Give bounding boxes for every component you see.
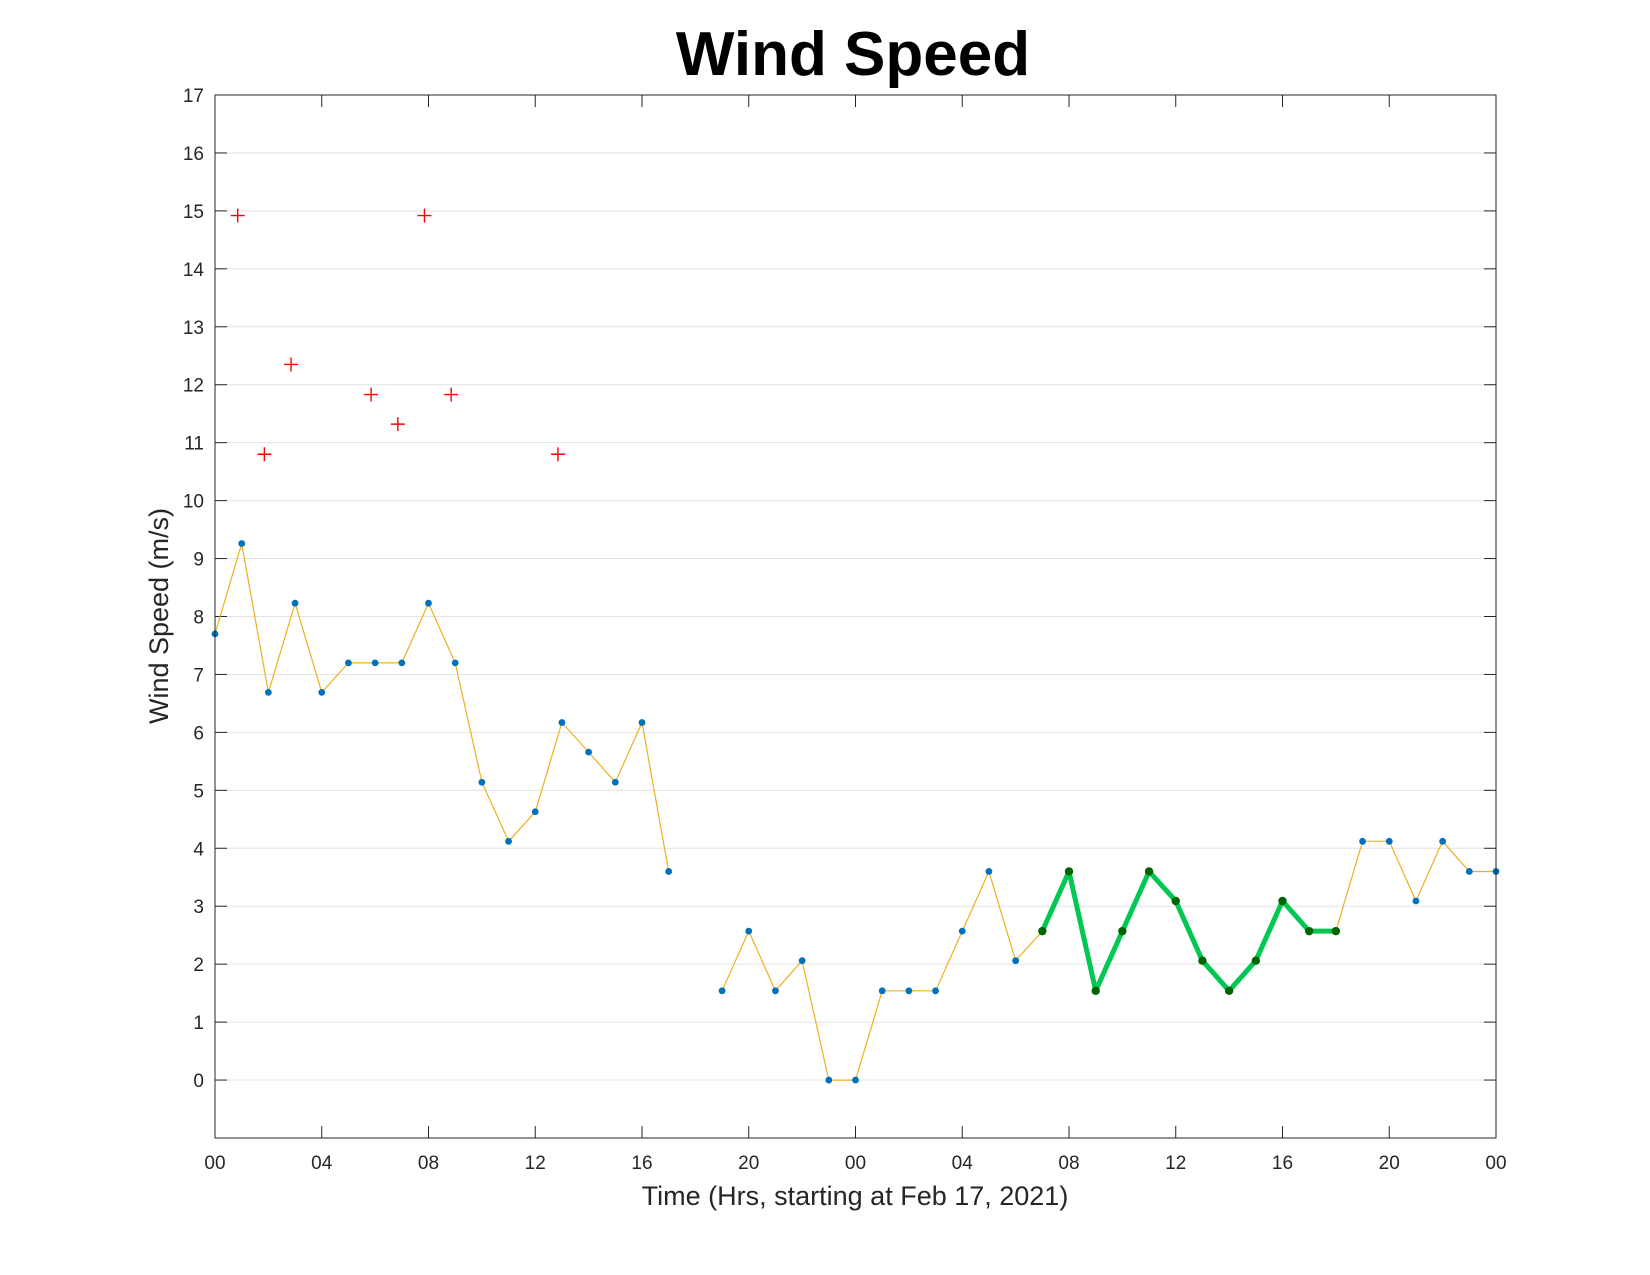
wind-speed-point (1359, 837, 1366, 845)
x-tick-label: 12 (525, 1153, 546, 1174)
gust-marker (257, 447, 272, 462)
wind-speed-point (638, 719, 646, 726)
wind-speed-point (291, 599, 299, 607)
wind-speed-point (1385, 837, 1393, 845)
y-tick-label: 14 (183, 260, 205, 281)
wind-speed-point (558, 719, 566, 726)
y-axis-label: Wind Speed (m/s) (144, 508, 174, 724)
y-tick-label: 15 (183, 202, 204, 223)
highlighted-segment-point (1038, 926, 1047, 936)
highlighted-segment-point (1251, 956, 1261, 965)
x-axis-label: Time (Hrs, starting at Feb 17, 2021) (642, 1181, 1069, 1211)
wind-speed-point (718, 987, 726, 995)
gust-marker (284, 357, 299, 372)
gust-marker (550, 447, 565, 462)
x-tick-label: 04 (952, 1153, 974, 1174)
gust-marker (390, 417, 405, 432)
y-tick-label: 4 (193, 839, 204, 860)
wind-speed-point (1412, 897, 1420, 905)
highlighted-segment-point (1304, 926, 1314, 936)
x-tick-label: 00 (1485, 1153, 1506, 1174)
gust-marker (364, 387, 379, 402)
wind-speed-point (905, 987, 913, 995)
wind-speed-point (531, 808, 539, 816)
y-tick-label: 1 (193, 1013, 204, 1034)
wind-speed-point (505, 837, 512, 845)
highlighted-segment-point (1144, 867, 1154, 876)
wind-speed-point (451, 659, 459, 667)
x-tick-label: 16 (1272, 1153, 1293, 1174)
highlighted-segment-point (1171, 896, 1180, 906)
y-tick-label: 8 (193, 608, 204, 629)
highlighted-segment-point (1198, 956, 1207, 965)
wind-speed-point (371, 659, 379, 667)
wind-speed-point (745, 927, 753, 935)
y-tick-label: 11 (184, 434, 204, 455)
plot-frame (214, 94, 1497, 1139)
wind-speed-point (1439, 837, 1447, 845)
highlighted-segment-line (1039, 869, 1339, 994)
wind-speed-point (665, 868, 673, 875)
wind-speed-point (1012, 957, 1020, 965)
y-tick-label: 5 (193, 781, 204, 802)
y-tick-label: 0 (193, 1071, 204, 1092)
highlighted-segment-point (1278, 896, 1287, 906)
wind-speed-point (798, 957, 806, 965)
y-tick-label: 17 (183, 86, 204, 107)
wind-speed-point (825, 1076, 833, 1084)
y-tick-label: 6 (193, 723, 204, 744)
wind-speed-point (878, 987, 886, 995)
wind-speed-point (932, 987, 939, 995)
x-tick-label: 04 (311, 1153, 333, 1174)
x-tick-label: 20 (1379, 1153, 1400, 1174)
wind-speed-point (585, 748, 593, 756)
y-tick-label: 16 (183, 144, 204, 165)
x-tick-label: 00 (204, 1153, 225, 1174)
highlighted-segment-point (1331, 926, 1341, 936)
y-tick-label: 10 (183, 492, 204, 513)
wind-speed-point (264, 689, 272, 696)
wind-speed-point (345, 659, 352, 667)
grid-lines (215, 94, 1496, 1081)
wind-speed-point (425, 599, 432, 607)
x-tick-label: 20 (738, 1153, 759, 1174)
y-tick-label: 13 (183, 318, 204, 339)
x-tick-label: 08 (418, 1153, 439, 1174)
highlighted-segment-point (1064, 867, 1074, 876)
x-tick-label: 12 (1165, 1153, 1186, 1174)
y-tick-label: 2 (193, 955, 204, 976)
wind-speed-point (611, 778, 619, 786)
wind-speed-point (318, 689, 326, 696)
wind-speed-point (478, 778, 486, 786)
series-layer (211, 208, 1500, 1084)
y-tick-label: 3 (193, 897, 204, 918)
y-tick-label: 9 (193, 550, 204, 571)
highlighted-segment-point (1091, 986, 1100, 996)
gust-marker (230, 208, 245, 223)
wind-speed-point (772, 987, 779, 995)
wind-speed-point (958, 927, 966, 935)
wind-speed-point (238, 540, 246, 547)
wind-speed-point (398, 659, 406, 667)
wind-speed-point (985, 868, 993, 875)
gust-marker (417, 208, 432, 223)
y-tick-label: 7 (193, 665, 204, 686)
chart-title: Wind Speed (676, 20, 1030, 89)
highlighted-segment-point (1224, 986, 1234, 996)
gust-marker (444, 387, 459, 402)
x-tick-label: 16 (631, 1153, 652, 1174)
x-tick-label: 08 (1058, 1153, 1079, 1174)
wind-speed-point (1465, 868, 1473, 875)
y-tick-label: 12 (183, 376, 204, 397)
wind-speed-point (852, 1076, 859, 1084)
highlighted-segment-point (1118, 926, 1127, 936)
x-tick-label: 00 (845, 1153, 866, 1174)
